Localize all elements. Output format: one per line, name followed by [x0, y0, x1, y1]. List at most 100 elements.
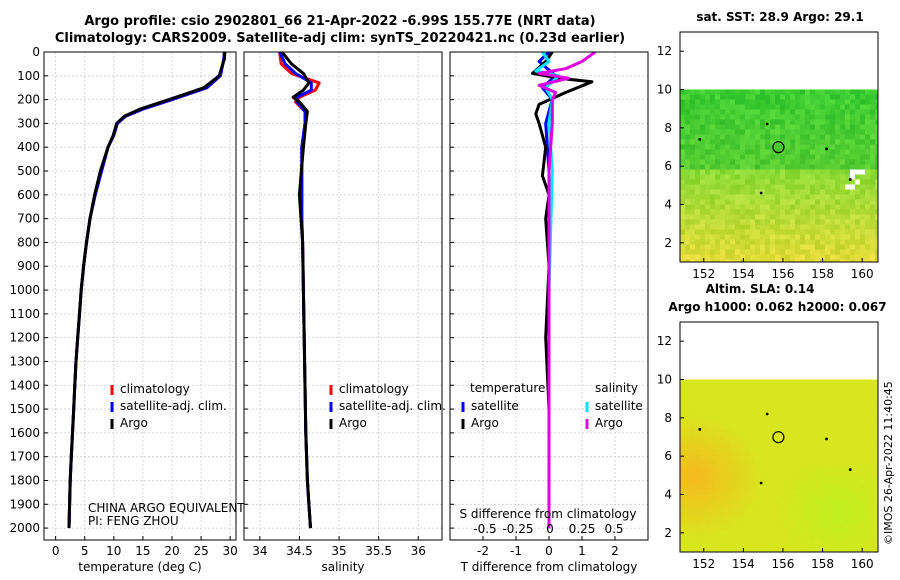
sst-map-cell: [825, 154, 831, 160]
sst-map-cell: [840, 104, 846, 110]
sst-map-cell: [775, 164, 781, 170]
sla-map-cell: [740, 464, 746, 470]
sst-map-cell: [820, 104, 826, 110]
sst-map-cell: [840, 169, 846, 175]
sst-map-cell: [850, 184, 856, 190]
sst-map-cell: [865, 129, 871, 135]
sst-map-cell: [710, 114, 716, 120]
sst-map-cell: [820, 119, 826, 125]
sst-map-cell: [875, 244, 878, 250]
sst-map-cell: [760, 144, 766, 150]
sla-map-cell: [860, 419, 866, 425]
sst-map-cell: [790, 199, 796, 205]
sst-map-cell: [765, 109, 771, 115]
sst-map-cell: [680, 254, 686, 260]
sla-map-cell: [780, 479, 786, 485]
sst-map-cell: [810, 89, 816, 95]
sla-map-cell: [775, 524, 781, 530]
sla-map-cell: [790, 414, 796, 420]
sst-map-cell: [740, 124, 746, 130]
sst-map-cell: [750, 114, 756, 120]
sst-map-cell: [710, 199, 716, 205]
sla-map-cell: [855, 479, 861, 485]
sla-map-cell: [780, 469, 786, 475]
sst-map-cell: [840, 109, 846, 115]
sla-map-cell: [860, 439, 866, 445]
sst-map-cell: [725, 179, 731, 185]
sst-map-cell: [795, 239, 801, 245]
sst-map-cell: [680, 229, 686, 235]
sst-map-cell: [840, 154, 846, 160]
sla-map-cell: [815, 414, 821, 420]
sla-map-cell: [730, 549, 736, 552]
sst-map-cell: [860, 194, 866, 200]
sst-map-cell: [790, 219, 796, 225]
sst-map-cell: [705, 134, 711, 140]
sst-map-cell: [845, 184, 851, 190]
sst-map-cell: [755, 244, 761, 250]
sst-map-cell: [750, 124, 756, 130]
sst-map-cell: [680, 139, 686, 145]
sst-map-cell: [805, 89, 811, 95]
sla-map-cell: [685, 539, 691, 545]
sla-map-cell: [710, 399, 716, 405]
sla-map-cell: [800, 484, 806, 490]
sla-map-cell: [785, 459, 791, 465]
sst-map-cell: [700, 169, 706, 175]
sla-map-cell: [850, 509, 856, 515]
sla-map-cell: [730, 424, 736, 430]
sla-map-cell: [865, 404, 871, 410]
sst-map-cell: [680, 189, 686, 195]
sla-map-cell: [850, 534, 856, 540]
sst-map-cell: [775, 159, 781, 165]
sla-map-cell: [765, 464, 771, 470]
sla-map-cell: [800, 514, 806, 520]
sst-map-cell: [835, 204, 841, 210]
sst-map-cell: [845, 209, 851, 215]
sst-map-cell: [760, 204, 766, 210]
sst-map-cell: [795, 159, 801, 165]
sla-map-cell: [785, 499, 791, 505]
sst-map-cell: [790, 229, 796, 235]
sla-map-cell: [740, 494, 746, 500]
sla-map-cell: [865, 449, 871, 455]
sla-map-cell: [805, 479, 811, 485]
sla-map-cell: [685, 494, 691, 500]
sst-map-cell: [765, 194, 771, 200]
sla-map-cell: [855, 429, 861, 435]
sla-map-cell: [715, 514, 721, 520]
sla-map-cell: [760, 394, 766, 400]
sla-map-cell: [805, 519, 811, 525]
sst-map-cell: [875, 219, 878, 225]
sla-map-cell: [875, 514, 878, 520]
sst-map-cell: [845, 229, 851, 235]
sla-map-cell: [865, 509, 871, 515]
sla-map-cell: [730, 534, 736, 540]
sst-map-cell: [775, 94, 781, 100]
sla-map-cell: [765, 489, 771, 495]
sla-map-cell: [730, 409, 736, 415]
sla-map-cell: [730, 519, 736, 525]
sla-map-cell: [835, 449, 841, 455]
sla-map-cell: [735, 414, 741, 420]
sst-map-cell: [705, 139, 711, 145]
sst-map-cell: [830, 214, 836, 220]
sla-map-cell: [840, 514, 846, 520]
sst-map-cell: [820, 224, 826, 230]
sst-map-cell: [730, 209, 736, 215]
sla-map-cell: [825, 519, 831, 525]
sst-map-cell: [745, 114, 751, 120]
sst-map-cell: [705, 129, 711, 135]
sla-map-cell: [830, 394, 836, 400]
sla-map-cell: [805, 384, 811, 390]
sla-map-cell: [700, 439, 706, 445]
sla-map-cell: [795, 424, 801, 430]
sla-map-cell: [775, 459, 781, 465]
sst-map-cell: [730, 144, 736, 150]
sla-map-cell: [770, 464, 776, 470]
sst-map-cell: [855, 219, 861, 225]
sla-map-cell: [820, 539, 826, 545]
sst-map-cell: [745, 134, 751, 140]
sla-map-cell: [835, 494, 841, 500]
sst-map-cell: [725, 234, 731, 240]
